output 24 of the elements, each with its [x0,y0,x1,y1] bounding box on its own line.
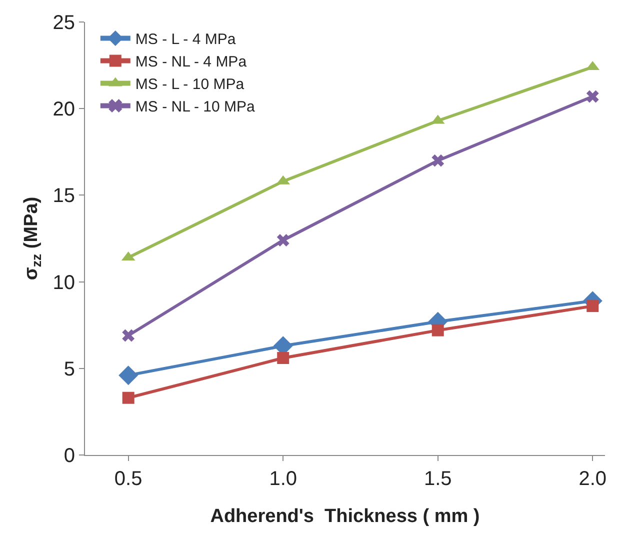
legend-label: MS - NL - 10 MPa [135,98,256,116]
x-tick-label: 0.5 [114,468,142,490]
point [122,392,134,404]
point [432,324,444,336]
x-tick-label: 1.0 [269,468,298,490]
legend-label: MS - NL - 4 MPa [135,54,248,71]
y-tick-label: 20 [52,98,75,121]
y-tick-label: 15 [52,185,75,208]
point [118,366,138,386]
x-axis-title: Adherend's Thickness ( mm ) [210,506,480,527]
point [122,329,135,342]
legend-label: MS - L - 10 MPa [135,76,245,94]
point [432,154,444,167]
point [586,300,599,312]
y-tick-label: 0 [64,445,75,467]
point [586,90,599,103]
legend-label: MS - L - 4 MPa [135,31,236,48]
point [277,352,290,364]
y-tick-label: 10 [52,272,75,294]
x-tick-label: 1.5 [424,468,452,490]
x-tick-label: 2.0 [578,468,607,490]
y-tick-label: 25 [52,12,75,34]
y-tick-label: 5 [64,358,75,380]
point [276,234,290,246]
